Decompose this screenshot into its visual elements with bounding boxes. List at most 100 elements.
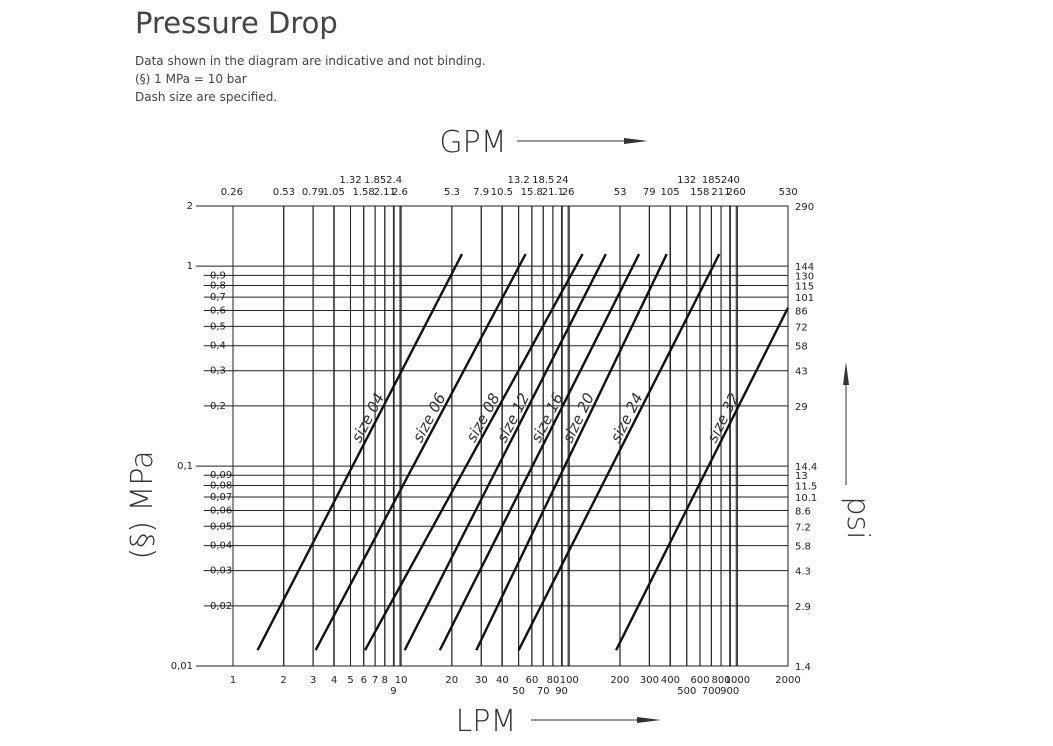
gpm-tick-label: 530 — [779, 187, 798, 198]
lpm-tick-label: 6 — [361, 675, 367, 686]
series-line — [475, 253, 668, 651]
lpm-tick-label: 2000 — [775, 675, 800, 686]
series-line — [256, 253, 464, 651]
lpm-tick-label: 900 — [720, 686, 739, 697]
page-title: Pressure Drop — [135, 6, 338, 40]
series-line — [438, 253, 641, 651]
gpm-tick-label: 2.11 — [374, 187, 396, 198]
gpm-tick-label: 15.8 — [521, 187, 543, 198]
series-line — [403, 253, 607, 651]
gpm-tick-label: 26 — [562, 187, 575, 198]
lpm-tick-label: 500 — [677, 686, 696, 697]
gpm-tick-label: 260 — [727, 187, 746, 198]
psi-tick-label: 11.5 — [795, 481, 817, 492]
gpm-tick-label: 211 — [711, 187, 730, 198]
gpm-tick-label: 185 — [702, 175, 721, 186]
lpm-tick-label: 30 — [475, 675, 488, 686]
series-line — [517, 253, 721, 651]
plot-frame — [232, 205, 789, 667]
gpm-tick-label: 10.5 — [491, 187, 513, 198]
gpm-tick-label: 0.26 — [221, 187, 243, 198]
gpm-tick-label: 13.2 — [507, 175, 529, 186]
lpm-tick-label: 10 — [395, 675, 408, 686]
y-tick-label: 1 — [187, 261, 193, 272]
gpm-axis-title: GPM — [439, 125, 506, 160]
lpm-tick-label: 200 — [610, 675, 629, 686]
gpm-tick-label: 21.1 — [542, 187, 564, 198]
psi-tick-label: 2.9 — [795, 602, 811, 613]
psi-tick-label: 10.1 — [795, 493, 817, 504]
psi-tick-label: 1.4 — [795, 662, 811, 673]
lpm-tick-label: 100 — [560, 675, 579, 686]
lpm-tick-label: 2 — [280, 675, 286, 686]
lpm-tick-label: 8 — [382, 675, 388, 686]
y-tick-label: 2 — [187, 201, 193, 212]
psi-tick-label: 14.4 — [795, 462, 817, 473]
lpm-tick-label: 1000 — [725, 675, 750, 686]
lpm-tick-label: 9 — [390, 686, 396, 697]
gpm-tick-label: 79 — [643, 187, 656, 198]
chart-axes — [196, 138, 849, 723]
lpm-tick-label: 3 — [310, 675, 316, 686]
lpm-tick-label: 50 — [512, 686, 525, 697]
psi-tick-label: 58 — [795, 342, 808, 353]
gpm-tick-label: 0.79 — [302, 187, 324, 198]
lpm-tick-label: 7 — [372, 675, 378, 686]
psi-tick-label: 29 — [795, 402, 808, 413]
psi-tick-label: 5.8 — [795, 542, 811, 553]
lpm-tick-label: 5 — [347, 675, 353, 686]
y-tick-label: 0,01 — [171, 661, 193, 672]
psi-axis-title: psi — [840, 496, 875, 539]
gpm-tick-label: 5.3 — [444, 187, 460, 198]
psi-tick-label: 101 — [795, 293, 814, 304]
gpm-arrow-head — [624, 138, 648, 144]
unit-note: (§) 1 MPa = 10 bar — [135, 72, 247, 86]
size-note: Dash size are specified. — [135, 90, 278, 104]
lpm-tick-label: 400 — [661, 675, 680, 686]
gpm-tick-label: 1.58 — [352, 187, 374, 198]
psi-tick-label: 72 — [795, 322, 808, 333]
gpm-tick-label: 53 — [614, 187, 627, 198]
gpm-tick-label: 240 — [721, 175, 740, 186]
y-tick-label: 0,1 — [177, 461, 193, 472]
series-line — [615, 307, 790, 651]
lpm-tick-label: 300 — [640, 675, 659, 686]
lpm-tick-label: 40 — [496, 675, 509, 686]
lpm-tick-label: 70 — [537, 686, 550, 697]
gpm-tick-label: 158 — [690, 187, 709, 198]
lpm-tick-label: 1 — [230, 675, 236, 686]
lpm-tick-label: 4 — [331, 675, 337, 686]
psi-tick-label: 86 — [795, 307, 808, 318]
psi-tick-label: 43 — [795, 367, 808, 378]
series-label: size 04 — [348, 390, 388, 445]
lpm-arrow-head — [637, 717, 661, 723]
gpm-tick-label: 1.85 — [364, 175, 386, 186]
gpm-tick-label: 18.5 — [532, 175, 554, 186]
lpm-tick-label: 800 — [712, 675, 731, 686]
mpa-axis-title: (§) MPa — [125, 451, 160, 560]
gpm-tick-label: 2.6 — [392, 187, 408, 198]
lpm-tick-label: 90 — [555, 686, 568, 697]
lpm-tick-label: 60 — [526, 675, 539, 686]
lpm-axis-title: LPM — [456, 704, 517, 739]
psi-tick-label: 144 — [795, 262, 814, 273]
disclaimer-note: Data shown in the diagram are indicative… — [135, 54, 486, 68]
series-label: size 24 — [607, 390, 647, 445]
lpm-tick-label: 80 — [547, 675, 560, 686]
series-line — [363, 253, 584, 651]
lpm-tick-label: 20 — [445, 675, 458, 686]
gpm-tick-label: 0.53 — [273, 187, 295, 198]
series-line — [314, 253, 527, 651]
psi-arrow-head — [843, 362, 849, 385]
gpm-tick-label: 2.4 — [386, 175, 402, 186]
lpm-tick-label: 700 — [702, 686, 721, 697]
psi-tick-label: 4.3 — [795, 567, 811, 578]
gpm-tick-label: 24 — [556, 175, 569, 186]
psi-tick-label: 13 — [795, 471, 808, 482]
gpm-tick-label: 1.32 — [339, 175, 361, 186]
psi-tick-label: 7.2 — [795, 522, 811, 533]
gpm-tick-label: 7.9 — [473, 187, 489, 198]
gpm-tick-label: 105 — [660, 187, 679, 198]
